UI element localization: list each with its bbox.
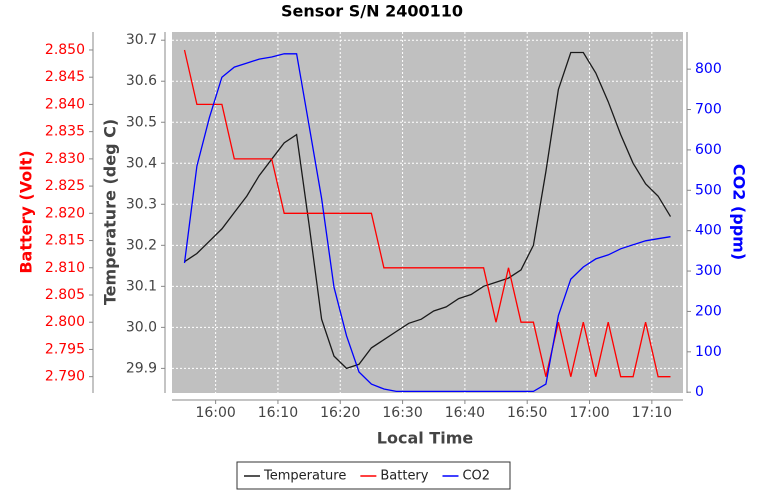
series-line: [183, 53, 671, 393]
y-tick-label: 30.3: [126, 196, 157, 212]
x-tick-label: 16:40: [445, 405, 485, 421]
x-tick-label: 16:20: [320, 405, 360, 421]
x-tick-label: 16:30: [382, 405, 422, 421]
y-tick-label: 2.790: [45, 369, 85, 385]
y-tick-label: 30.5: [126, 114, 157, 130]
x-tick-label: 16:50: [507, 405, 547, 421]
series-line: [184, 51, 672, 370]
y-tick-label: 2.820: [45, 205, 85, 221]
y-tick-label: 2.800: [45, 314, 85, 330]
y-tick-label: 600: [695, 142, 722, 158]
y-tick-label: 700: [695, 102, 722, 118]
y-tick-label: 2.810: [45, 260, 85, 276]
x-tick-label: 16:10: [258, 405, 298, 421]
y-tick-label: 2.850: [45, 42, 85, 58]
y-tick-label: 30.7: [126, 32, 157, 48]
x-tick-label: 16:00: [195, 405, 235, 421]
y2-axis-title: CO2 (ppm): [730, 164, 749, 260]
series-line: [183, 49, 671, 378]
legend-label: CO2: [462, 469, 490, 484]
y-tick-label: 400: [695, 223, 722, 239]
y-tick-label: 2.840: [45, 96, 85, 112]
y-tick-label: 2.815: [45, 233, 85, 249]
plot-area: [172, 32, 683, 393]
legend-label: Battery: [380, 469, 428, 484]
y-tick-label: 2.825: [45, 178, 85, 194]
y-tick-label: 800: [695, 61, 722, 77]
x-axis-title: Local Time: [377, 429, 474, 448]
y-tick-label: 300: [695, 263, 722, 279]
y-tick-label: 30.6: [126, 73, 157, 89]
y-tick-label: 2.845: [45, 69, 85, 85]
y-tick-label: 2.795: [45, 341, 85, 357]
y-tick-label: 200: [695, 303, 722, 319]
y-tick-label: 0: [695, 384, 704, 400]
y-axis-title: Temperature (deg C): [101, 119, 120, 305]
y-tick-label: 500: [695, 182, 722, 198]
y-tick-label: 2.830: [45, 151, 85, 167]
x-tick-label: 17:00: [569, 405, 609, 421]
y-tick-label: 100: [695, 344, 722, 360]
y-tick-label: 30.4: [126, 155, 157, 171]
y3-axis-title: Battery (Volt): [17, 150, 36, 273]
x-tick-label: 17:10: [632, 405, 672, 421]
y-tick-label: 30.1: [126, 278, 157, 294]
y-tick-label: 2.805: [45, 287, 85, 303]
chart-title: Sensor S/N 2400110: [281, 2, 463, 21]
y-tick-label: 30.0: [126, 319, 157, 335]
legend-label: Temperature: [263, 469, 346, 484]
y-tick-label: 30.2: [126, 237, 157, 253]
y-tick-label: 2.835: [45, 124, 85, 140]
y-tick-label: 29.9: [126, 360, 157, 376]
